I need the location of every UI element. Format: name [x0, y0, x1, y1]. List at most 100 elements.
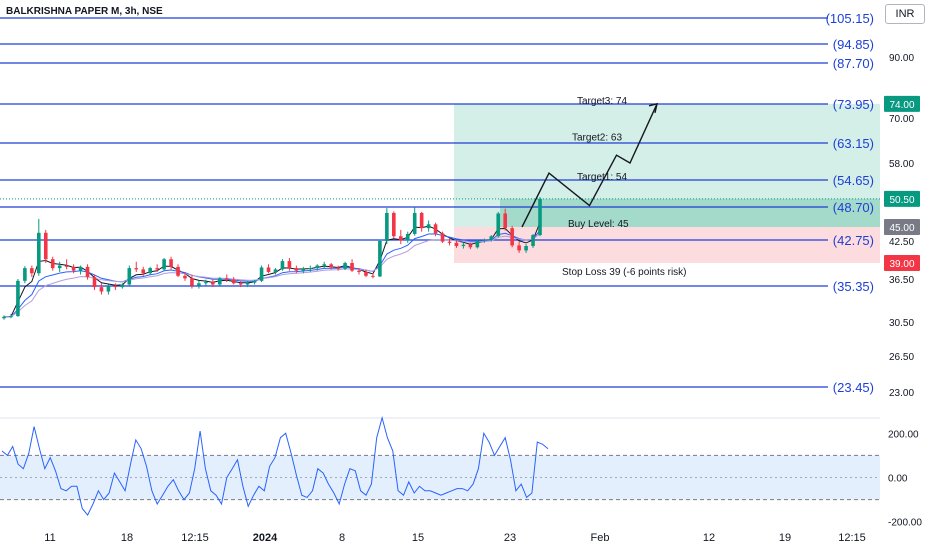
- candle-body: [475, 240, 480, 248]
- candle-body: [489, 236, 494, 240]
- price-badge-label: 45.00: [889, 223, 914, 234]
- time-tick-label: 12: [703, 532, 715, 544]
- candle-body: [120, 284, 125, 288]
- candle-body: [71, 266, 76, 271]
- annotation-label: Buy Level: 45: [568, 219, 629, 230]
- horizontal-levels: (105.15) (94.85) (87.70) (73.95) (63.15) (54.…: [0, 11, 880, 395]
- time-tick-label: 15: [412, 532, 424, 544]
- candle-body: [16, 280, 20, 317]
- projection-line: [521, 103, 658, 228]
- candle-body: [217, 278, 222, 285]
- candle-body: [148, 268, 152, 274]
- candle-body: [231, 279, 236, 284]
- level-label: (87.70): [833, 56, 874, 71]
- price-badge: [884, 95, 920, 112]
- candle-body: [176, 266, 180, 276]
- candle-body: [204, 282, 208, 284]
- candle-body: [468, 244, 473, 248]
- candle-body: [287, 261, 292, 269]
- price-tick-label: 30.50: [889, 318, 914, 329]
- candle-body: [141, 269, 146, 274]
- level-label: (35.35): [833, 279, 874, 294]
- candle-body: [224, 278, 229, 280]
- oscillator-pane: 200.00 0.00 -200.00: [0, 415, 922, 529]
- candle-body: [357, 270, 361, 272]
- level-label: (94.85): [833, 37, 874, 52]
- candle-body: [266, 267, 271, 272]
- candle-body: [419, 212, 424, 229]
- candle-body: [371, 275, 375, 277]
- candle-body: [92, 277, 97, 288]
- projection-path: [521, 102, 658, 228]
- time-tick-label: 2024: [253, 532, 278, 544]
- candle-body: [211, 282, 215, 285]
- annotation-label: Target1: 54: [577, 172, 627, 183]
- projection-arrowhead: [648, 102, 658, 114]
- price-badge-label: 39.00: [889, 259, 914, 270]
- candle-body: [9, 316, 13, 318]
- filled-zone: [500, 198, 880, 227]
- candle-body: [496, 213, 501, 237]
- price-badge: [884, 219, 920, 235]
- candle-body: [426, 224, 431, 229]
- oscillator-tick-label: 0.00: [888, 474, 908, 485]
- candle-body: [127, 268, 132, 285]
- candle-body: [433, 224, 438, 234]
- candle-body: [447, 241, 452, 243]
- level-label: (73.95): [833, 97, 874, 112]
- price-tick-label: 70.00: [889, 114, 914, 125]
- oscillator-line: [1, 415, 549, 517]
- oscillator-tick-label: -200.00: [888, 518, 922, 529]
- time-axis: 11 18 12:15 2024 8 15 23 Feb 12 19 12:15: [44, 532, 865, 544]
- currency-button[interactable]: INR: [885, 4, 925, 24]
- price-tick-label: 90.00: [889, 53, 914, 64]
- candle-body: [99, 287, 104, 292]
- candle-body: [454, 242, 459, 247]
- candle-body: [322, 264, 327, 266]
- candle-body: [482, 239, 487, 241]
- candle-body: [280, 261, 285, 270]
- candle-body: [308, 268, 313, 270]
- candle-body: [113, 285, 118, 288]
- time-tick-label: 19: [779, 532, 791, 544]
- moving-average-line: [3, 222, 541, 318]
- candle-body: [78, 266, 83, 271]
- level-label: (42.75): [833, 233, 874, 248]
- price-badge-label: 74.00: [889, 100, 914, 111]
- candle-body: [2, 316, 6, 319]
- candle-body: [524, 246, 528, 251]
- candle-body: [197, 283, 201, 286]
- candle-body: [378, 241, 382, 277]
- moving-average-line: [3, 229, 541, 318]
- annotation-label: Target3: 74: [577, 96, 627, 107]
- candle-body: [294, 268, 299, 271]
- price-tick-label: 26.50: [889, 352, 914, 363]
- candle-body: [510, 228, 514, 246]
- candle-body: [183, 275, 187, 279]
- candle-body: [245, 282, 250, 285]
- level-label: (63.15): [833, 136, 874, 151]
- candle-body: [392, 212, 396, 237]
- time-tick-label: 23: [504, 532, 516, 544]
- time-tick-label: 8: [339, 532, 345, 544]
- candle-body: [155, 268, 159, 270]
- candle-body: [238, 283, 243, 285]
- price-badge: [884, 255, 920, 271]
- candle-body: [50, 259, 55, 269]
- level-label: (48.70): [833, 200, 874, 215]
- candle-body: [336, 267, 340, 269]
- candles: [2, 197, 542, 320]
- price-tick-label: 42.50: [889, 237, 914, 248]
- candle-body: [364, 271, 368, 276]
- price-axis: 90.00 70.00 58.00 42.50 36.50 30.50 26.50 23.00: [889, 53, 914, 399]
- candle-body: [385, 212, 389, 241]
- candle-body: [405, 233, 410, 241]
- candle-body: [273, 269, 278, 272]
- candle-body: [461, 244, 466, 247]
- candle-body: [329, 264, 333, 268]
- candle-body: [23, 268, 27, 281]
- candle-body: [440, 233, 445, 242]
- price-badges: 74.00 50.50 45.00 39.00: [884, 95, 920, 271]
- time-tick-label: Feb: [591, 532, 610, 544]
